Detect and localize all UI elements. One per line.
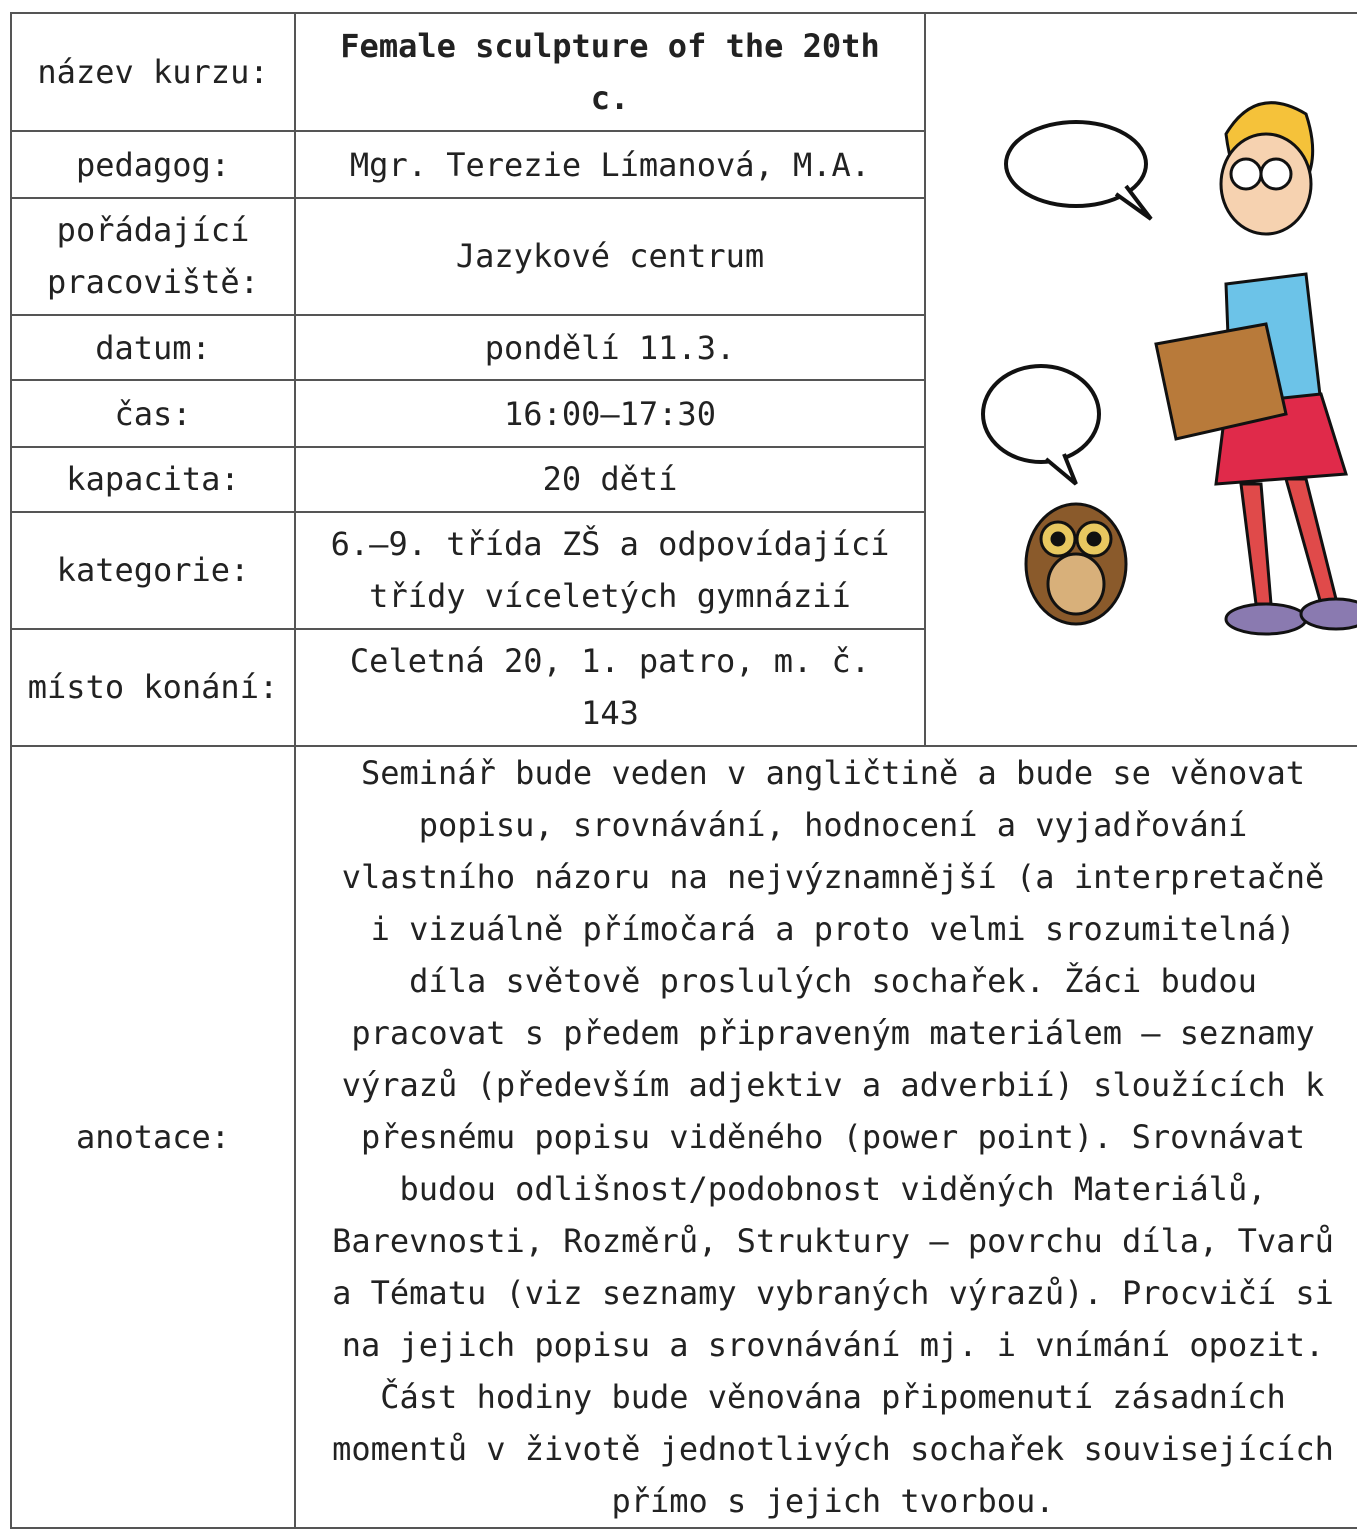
row-label: čas:: [10, 379, 296, 448]
speech-bubble: [1004, 120, 1153, 221]
row-label: pedagog:: [10, 130, 296, 199]
row-label: název kurzu:: [10, 11, 296, 133]
row-value: Mgr. Terezie Límanová, M.A.: [294, 130, 926, 199]
row-value: 6.–9. třída ZŠ a odpovídající třídy více…: [294, 511, 926, 630]
table-row: čas: 16:00–17:30: [10, 379, 1357, 448]
row-value: pondělí 11.3.: [294, 314, 926, 382]
owl: [1024, 502, 1128, 626]
illustration-cell: [924, 12, 1357, 747]
row-value: Female sculpture of the 20th c.: [294, 11, 926, 133]
row-value: Celetná 20, 1. patro, m. č. 143: [294, 627, 926, 748]
row-label: pořádající pracoviště:: [10, 196, 296, 317]
girl: [1154, 101, 1357, 636]
row-label: místo konání:: [10, 627, 296, 748]
table-row: kategorie: 6.–9. třída ZŠ a odpovídající …: [10, 511, 1357, 630]
table-row: kapacita: 20 dětí: [10, 445, 1357, 514]
table-row: pořádající pracoviště: Jazykové centrum: [10, 196, 1357, 317]
table-row: název kurzu: Female sculpture of the 20th…: [10, 11, 1357, 747]
row-value: 20 dětí: [294, 445, 926, 514]
row-value: 16:00–17:30: [294, 379, 926, 448]
table-row: anotace: Seminář bude veden v angličtině …: [10, 745, 1357, 1529]
row-label: anotace:: [10, 745, 296, 1529]
annotation: Seminář bude veden v angličtině a bude s…: [294, 745, 1357, 1529]
speech-bubble: [981, 364, 1101, 486]
table-row: pedagog: Mgr. Terezie Límanová, M.A.: [10, 130, 1357, 199]
illustration: [981, 101, 1357, 636]
row-label: kapacita:: [10, 445, 296, 514]
row-value: Jazykové centrum: [294, 196, 926, 317]
table-row: datum: pondělí 11.3.: [10, 314, 1357, 382]
row-label: kategorie:: [10, 511, 296, 630]
table-row: místo konání: Celetná 20, 1. patro, m. č.…: [10, 627, 1357, 748]
row-label: datum:: [10, 314, 296, 382]
course-table: název kurzu: Female sculpture of the 20th…: [10, 11, 1357, 1529]
